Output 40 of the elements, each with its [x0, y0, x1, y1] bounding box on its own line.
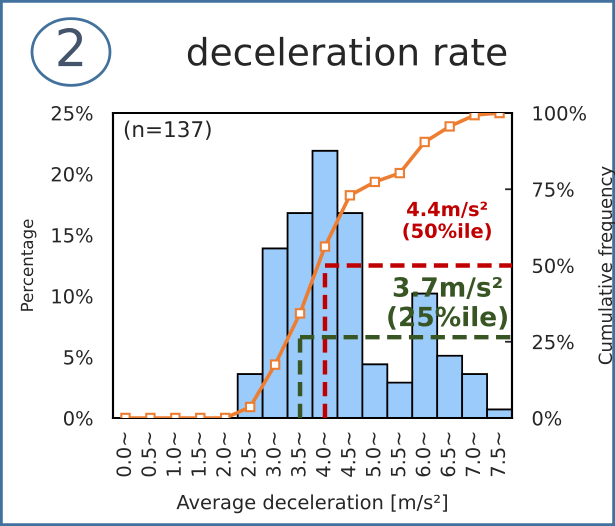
text: 2	[58, 28, 82, 66]
y-tick-label: 0%	[64, 410, 92, 426]
x-tick-label: 7.5~	[490, 432, 506, 476]
y2-tick-label: 100%	[534, 106, 586, 121]
x-tick-label: 0.5~	[141, 432, 156, 476]
point	[444, 121, 455, 132]
x-axis-title: Average deceleration [m/s²]	[176, 494, 447, 514]
point	[394, 168, 405, 178]
y-tick-label: 5%	[64, 350, 92, 365]
x-tick-label: 6.0~	[416, 432, 430, 476]
y2-tick-label: 75%	[533, 182, 574, 197]
x-tick-label: 1.5~	[191, 432, 206, 476]
x-tick-label: 5.0~	[366, 432, 380, 476]
ref-line-label: 4.4m/s² (50%ile)	[403, 202, 491, 240]
x-tick-label: 2.0~	[216, 432, 231, 476]
y-tick-label: 25%	[52, 106, 92, 121]
x-tick-label: 4.5~	[341, 432, 356, 477]
point	[370, 176, 380, 188]
x-tick-label: 1.0~	[166, 432, 181, 476]
x-tick-label: 3.5~	[290, 432, 306, 476]
y-tick-label: 15%	[52, 228, 92, 243]
y-tick-label: 10%	[52, 288, 92, 304]
point	[294, 308, 306, 319]
x-tick-label: 0.0~	[116, 432, 132, 476]
x-tick-label: 7.0~	[466, 432, 480, 476]
x-tick-label: 3.0~	[266, 432, 281, 476]
point	[320, 241, 330, 252]
y-axis-title: Percentage	[20, 220, 36, 311]
y2-tick-label: 50%	[532, 258, 574, 274]
chart-title: deceleration rate	[188, 36, 506, 66]
x-tick-label: 5.5~	[390, 432, 406, 476]
annotation: (n=137)	[124, 120, 211, 140]
x-tick-label: 4.0~	[316, 432, 331, 477]
y2-tick-label: 0%	[532, 410, 562, 426]
y2-tick-label: 25%	[532, 334, 574, 350]
point	[420, 136, 430, 148]
y-tick-label: 20%	[52, 166, 92, 182]
x-tick-label: 6.5~	[440, 432, 456, 476]
point	[344, 190, 356, 201]
x-tick-label: 2.5~	[241, 432, 256, 476]
